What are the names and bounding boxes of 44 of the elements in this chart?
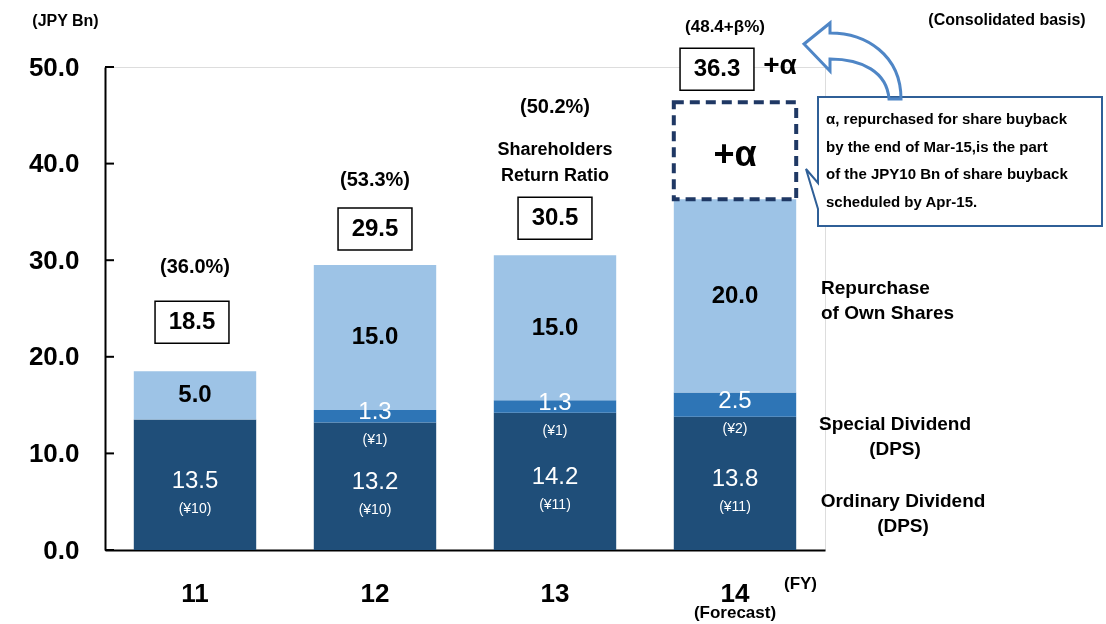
annotation: (53.3%)	[339, 168, 411, 191]
total-label: 30.5	[531, 203, 579, 231]
bar	[133, 419, 257, 550]
bar	[313, 422, 437, 550]
y-tick-label: 30.0	[28, 244, 80, 275]
series-label: Ordinary Dividend (DPS)	[820, 490, 986, 537]
text: (Consolidated basis)	[928, 11, 1086, 28]
y-tick-label: 20.0	[28, 341, 80, 372]
total-label: 29.5	[351, 214, 399, 242]
data-label: 5.0	[178, 380, 212, 408]
text: 13.8 (¥11)	[711, 464, 759, 515]
x-tick-label: 13	[540, 577, 570, 608]
annotation: (36.0%)	[159, 255, 231, 278]
y-tick-label: 10.0	[28, 437, 80, 468]
y-tick-label: 40.0	[28, 148, 80, 179]
text: 13.2 (¥10)	[351, 467, 399, 518]
annotation: +α	[713, 133, 757, 175]
text: 14.2 (¥11)	[531, 462, 579, 513]
text: 13.5 (¥10)	[171, 465, 219, 516]
annotation: (50.2%)	[519, 95, 591, 118]
text: 2.5 (¥2)	[718, 385, 752, 436]
annotation: 36.3	[693, 54, 741, 82]
bar	[673, 392, 797, 417]
data-label: 20.0	[711, 280, 759, 308]
annotation: Shareholders Return Ratio	[497, 139, 613, 185]
series-label: Repurchase of Own Shares	[821, 276, 955, 323]
y-tick-label: 50.0	[28, 51, 80, 82]
bar	[133, 371, 257, 420]
y-tick-label: 0.0	[43, 534, 80, 565]
annotation: +α	[763, 49, 797, 81]
x-tick-label: 12	[360, 577, 390, 608]
bar	[673, 416, 797, 550]
x-axis-title: (FY)	[783, 573, 818, 593]
text: 1.3 (¥1)	[358, 397, 392, 448]
y-axis-title: (JPY Bn)	[32, 11, 99, 29]
series-label: Special Dividend (DPS)	[818, 412, 972, 459]
text: (48.4+β%)	[685, 17, 765, 37]
total-label: 18.5	[168, 307, 216, 335]
data-label: 15.0	[531, 312, 579, 340]
data-label: 15.0	[351, 322, 399, 350]
text: α, repurchased for share buyback by the end of Mar-15,is the part of the JPY10 Bn of share buyback scheduled by Apr-15.	[826, 110, 1069, 210]
text: 1.3 (¥1)	[538, 387, 572, 438]
x-tick-label: 11	[181, 577, 209, 608]
bar	[493, 412, 617, 550]
